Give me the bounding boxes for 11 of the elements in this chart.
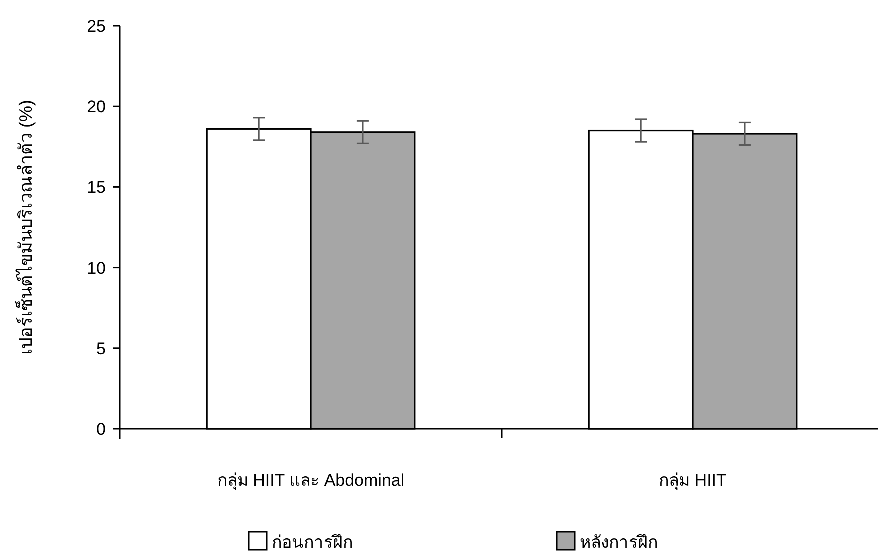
y-tick-label: 20 xyxy=(87,98,106,117)
x-tick-label: กลุ่ม HIIT xyxy=(659,471,727,491)
y-tick-label: 0 xyxy=(96,420,106,439)
legend-label: หลังการฝึก xyxy=(580,533,658,552)
x-tick-label: กลุ่ม HIIT และ Abdominal xyxy=(217,471,405,491)
y-tick-label: 5 xyxy=(96,339,106,358)
y-tick-label: 15 xyxy=(87,178,106,198)
legend-label: ก่อนการฝึก xyxy=(272,533,353,552)
y-tick-label: 10 xyxy=(87,258,106,278)
y-axis-title: เปอร์เซ็นต์ไขมันบริเวณลำตัว (%) xyxy=(14,100,36,355)
y-tick-label: 25 xyxy=(87,17,106,36)
